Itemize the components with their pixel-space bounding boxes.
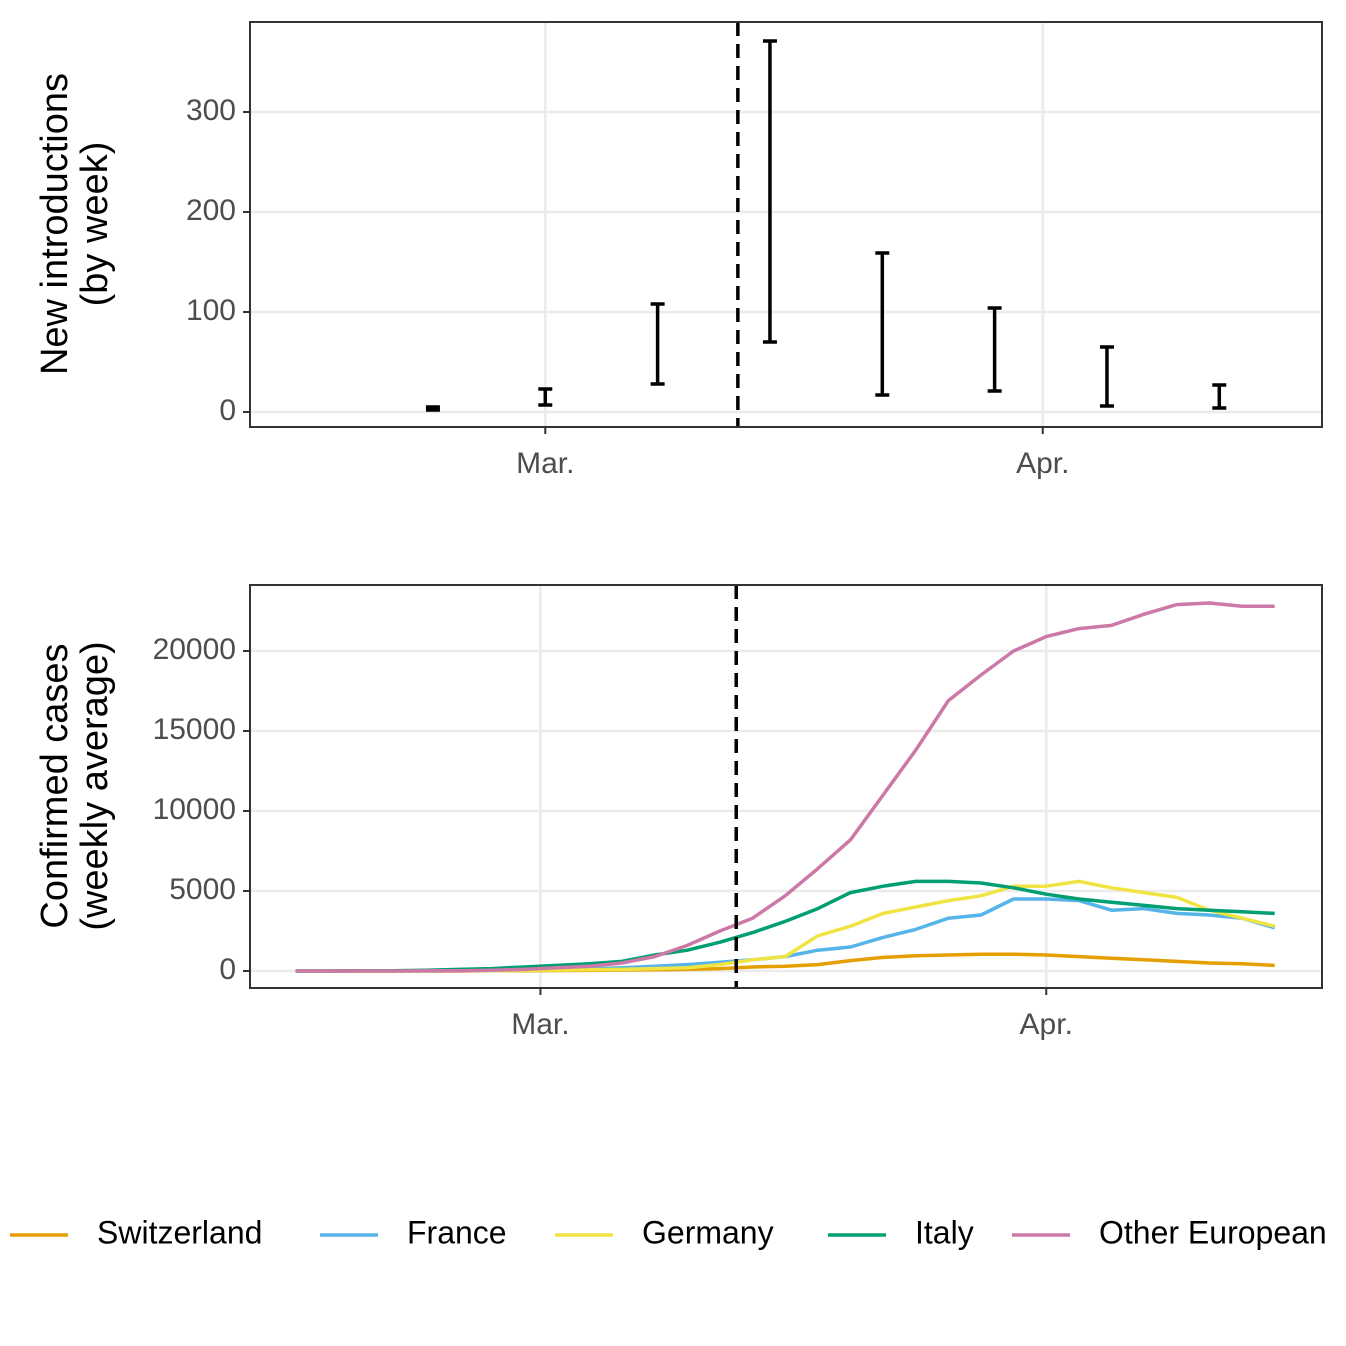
y-tick-label: 300 [186, 94, 236, 127]
legend-label: Other European [1099, 1214, 1327, 1250]
x-tick-label: Apr. [1020, 1008, 1073, 1041]
y-tick-label: 0 [219, 953, 236, 986]
series-line [295, 601, 1275, 973]
x-tick-label: Apr. [1016, 447, 1069, 480]
y-tick-label: 5000 [169, 873, 236, 906]
panel-border [249, 21, 1323, 428]
y-tick-label: 10000 [153, 793, 236, 826]
legend-label: France [407, 1214, 507, 1250]
x-tick-label: Mar. [516, 447, 574, 480]
y-axis-title: (weekly average) [74, 641, 116, 930]
y-axis-title: (by week) [74, 142, 116, 307]
y-tick-label: 100 [186, 294, 236, 327]
y-axis-title: New introductions [34, 73, 76, 375]
y-tick-label: 0 [219, 394, 236, 427]
y-axis-title: Confirmed cases [34, 643, 76, 928]
y-tick-label: 20000 [153, 633, 236, 666]
legend-label: Germany [642, 1214, 774, 1250]
legend-label: Switzerland [97, 1214, 262, 1250]
panel-background [250, 22, 1322, 427]
panel-border [249, 584, 1323, 989]
y-tick-label: 15000 [153, 713, 236, 746]
panel-background [250, 585, 1322, 988]
legend-label: Italy [915, 1214, 974, 1250]
x-tick-label: Mar. [511, 1008, 569, 1041]
y-tick-label: 200 [186, 194, 236, 227]
